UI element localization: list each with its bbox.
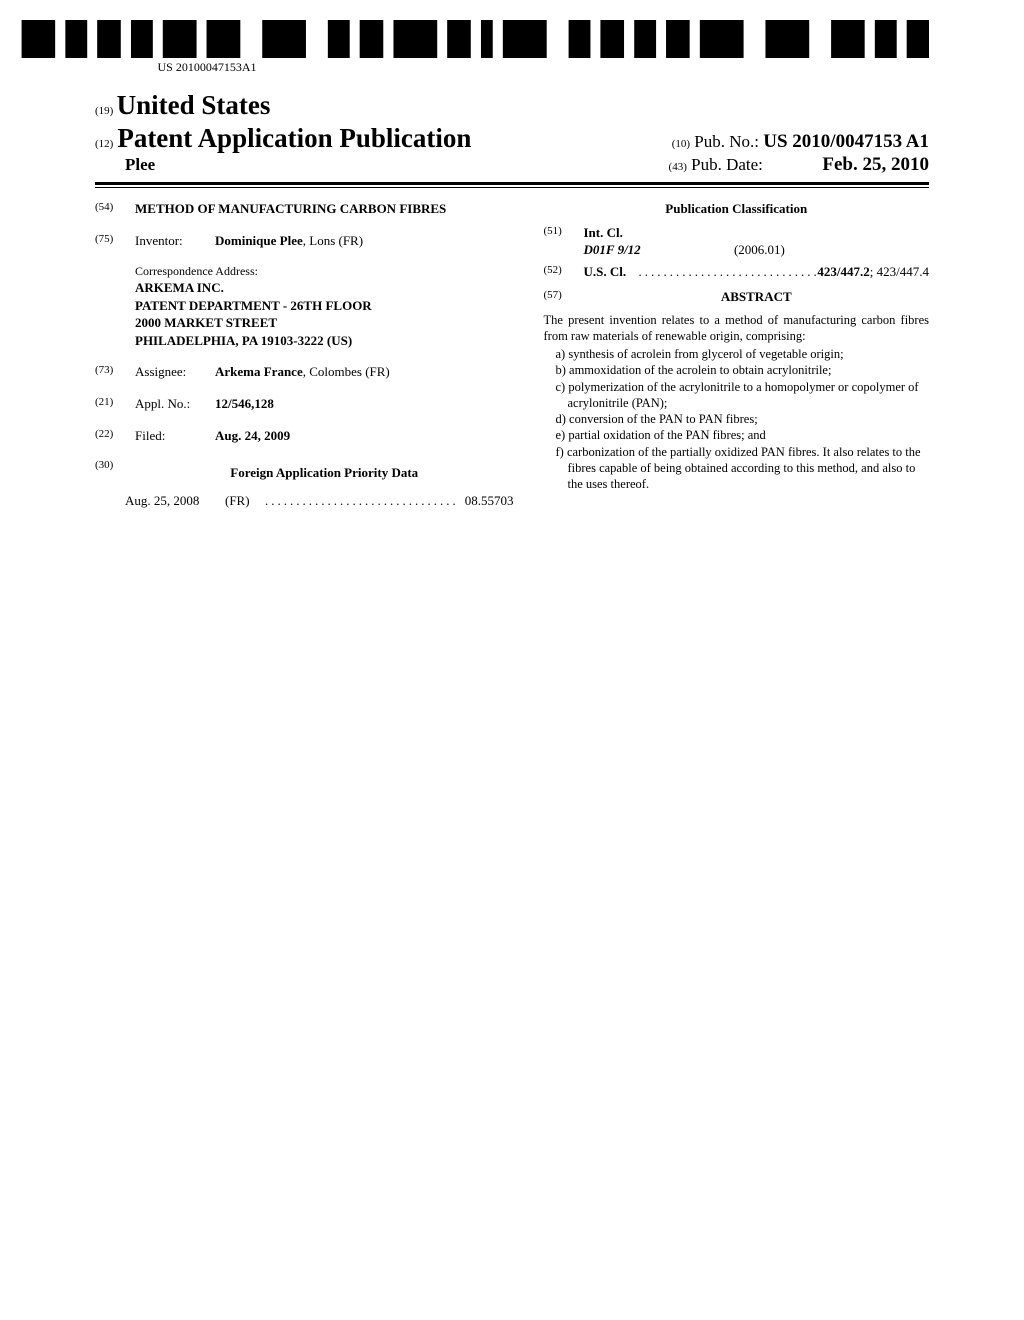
pubdate-value: Feb. 25, 2010 xyxy=(822,154,929,175)
pubclass-header: Publication Classification xyxy=(544,200,930,218)
abstract-item-b: b) ammoxidation of the acrolein to obtai… xyxy=(544,362,930,378)
pubno-label: Pub. No.: xyxy=(694,132,759,151)
invention-title: METHOD OF MANUFACTURING CARBON FIBRES xyxy=(135,200,446,218)
abstract-item-e: e) partial oxidation of the PAN fibres; … xyxy=(544,427,930,443)
applno-label: Appl. No.: xyxy=(135,395,215,413)
filed-row: (22) Filed: Aug. 24, 2009 xyxy=(95,427,514,445)
priority-dots: ............................... xyxy=(265,492,459,510)
priority-country: (FR) xyxy=(225,492,265,510)
uscl-values: 423/447.2; 423/447.4 xyxy=(817,263,929,281)
code-21: (21) xyxy=(95,395,135,413)
divider-thin xyxy=(95,187,929,188)
document-header: (19) United States (12) Patent Applicati… xyxy=(95,90,929,176)
left-column: (54) METHOD OF MANUFACTURING CARBON FIBR… xyxy=(95,200,514,519)
assignee-label: Assignee: xyxy=(135,363,215,381)
code-52: (52) xyxy=(544,263,584,281)
abstract-list: a) synthesis of acrolein from glycerol o… xyxy=(544,346,930,492)
filed-value: Aug. 24, 2009 xyxy=(215,427,290,445)
code-73: (73) xyxy=(95,363,135,381)
assignee-row: (73) Assignee: Arkema France, Colombes (… xyxy=(95,363,514,381)
code-43: (43) xyxy=(669,161,687,173)
priority-header-row: (30) Foreign Application Priority Data xyxy=(95,458,514,492)
correspondence-line2: PATENT DEPARTMENT - 26TH FLOOR xyxy=(135,297,514,315)
uscl-secondary: ; 423/447.4 xyxy=(870,264,929,279)
publication-type: Patent Application Publication xyxy=(117,123,471,153)
correspondence-line3: 2000 MARKET STREET xyxy=(135,314,514,332)
inventor-row: (75) Inventor: Dominique Plee, Lons (FR) xyxy=(95,232,514,250)
correspondence-line1: ARKEMA INC. xyxy=(135,279,514,297)
code-30: (30) xyxy=(95,458,135,492)
pubdate-label: Pub. Date: xyxy=(691,155,763,174)
uscl-row: (52) U.S. Cl. ..........................… xyxy=(544,263,930,281)
code-10: (10) xyxy=(672,138,690,150)
header-line-author: Plee (43) Pub. Date: Feb. 25, 2010 xyxy=(95,154,929,176)
abstract-item-a: a) synthesis of acrolein from glycerol o… xyxy=(544,346,930,362)
code-51: (51) xyxy=(544,224,584,242)
code-22: (22) xyxy=(95,427,135,445)
abstract-label: ABSTRACT xyxy=(584,288,930,306)
abstract-header-row: (57) ABSTRACT xyxy=(544,288,930,306)
country: United States xyxy=(117,90,271,120)
uscl-dots: .............................. xyxy=(639,263,818,281)
abstract-item-f: f) carbonization of the partially oxidiz… xyxy=(544,444,930,493)
right-column: Publication Classification (51) Int. Cl.… xyxy=(544,200,930,519)
intcl-code: D01F 9/12 xyxy=(584,242,641,257)
applno-value: 12/546,128 xyxy=(215,395,274,413)
title-section: (54) METHOD OF MANUFACTURING CARBON FIBR… xyxy=(95,200,514,218)
intcl-year: (2006.01) xyxy=(734,242,785,257)
barcode-graphic: ▌▌█▌▌▐█▐▌█▌▌█▐▌▐█▌█▐▐▌█▌▐█▐▌█▐▌█▌█▌▐█▌▐▌… xyxy=(0,20,929,58)
pubno-value: US 2010/0047153 A1 xyxy=(763,131,929,152)
priority-date: Aug. 25, 2008 xyxy=(125,492,225,510)
correspondence-address: Correspondence Address: ARKEMA INC. PATE… xyxy=(135,263,514,349)
assignee-location: , Colombes (FR) xyxy=(303,364,390,379)
inventor-label: Inventor: xyxy=(135,232,215,250)
uscl-label: U.S. Cl. xyxy=(584,263,639,281)
assignee-value: Arkema France, Colombes (FR) xyxy=(215,363,390,381)
filed-label: Filed: xyxy=(135,427,215,445)
inventor-value: Dominique Plee, Lons (FR) xyxy=(215,232,363,250)
priority-number: 08.55703 xyxy=(459,492,514,510)
header-line-pubtype: (12) Patent Application Publication (10)… xyxy=(95,123,929,154)
pubdate-group: (43) Pub. Date: Feb. 25, 2010 xyxy=(669,154,929,176)
code-57: (57) xyxy=(544,288,584,306)
code-75: (75) xyxy=(95,232,135,250)
priority-data-row: Aug. 25, 2008 (FR) .....................… xyxy=(95,492,514,510)
pubtype-group: (12) Patent Application Publication xyxy=(95,123,471,154)
body-grid: (54) METHOD OF MANUFACTURING CARBON FIBR… xyxy=(95,200,929,519)
intcl-row: (51) Int. Cl. xyxy=(544,224,930,242)
intcl-entry: D01F 9/12 (2006.01) xyxy=(584,241,930,259)
barcode-block: ▌▌█▌▌▐█▐▌█▌▌█▐▌▐█▌█▐▐▌█▌▐█▐▌█▐▌█▌█▌▐█▌▐▌… xyxy=(0,20,929,75)
code-12: (12) xyxy=(95,138,113,150)
correspondence-lead: Correspondence Address: xyxy=(135,263,514,279)
abstract-intro: The present invention relates to a metho… xyxy=(544,312,930,345)
inventor-location: , Lons (FR) xyxy=(303,233,363,248)
code-19: (19) xyxy=(95,105,113,117)
assignee-name: Arkema France xyxy=(215,364,303,379)
correspondence-line4: PHILADELPHIA, PA 19103-3222 (US) xyxy=(135,332,514,350)
uscl-primary: 423/447.2 xyxy=(817,264,869,279)
code-54: (54) xyxy=(95,200,135,218)
divider-thick xyxy=(95,182,929,185)
barcode-text: US 20100047153A1 xyxy=(0,60,929,75)
inventor-name: Dominique Plee xyxy=(215,233,303,248)
priority-header: Foreign Application Priority Data xyxy=(135,464,514,482)
intcl-label: Int. Cl. xyxy=(584,224,623,242)
author-name: Plee xyxy=(95,155,155,175)
applno-row: (21) Appl. No.: 12/546,128 xyxy=(95,395,514,413)
abstract-item-c: c) polymerization of the acrylonitrile t… xyxy=(544,379,930,412)
header-line-country: (19) United States xyxy=(95,90,929,121)
abstract-item-d: d) conversion of the PAN to PAN fibres; xyxy=(544,411,930,427)
pubno-group: (10) Pub. No.: US 2010/0047153 A1 xyxy=(672,131,929,153)
